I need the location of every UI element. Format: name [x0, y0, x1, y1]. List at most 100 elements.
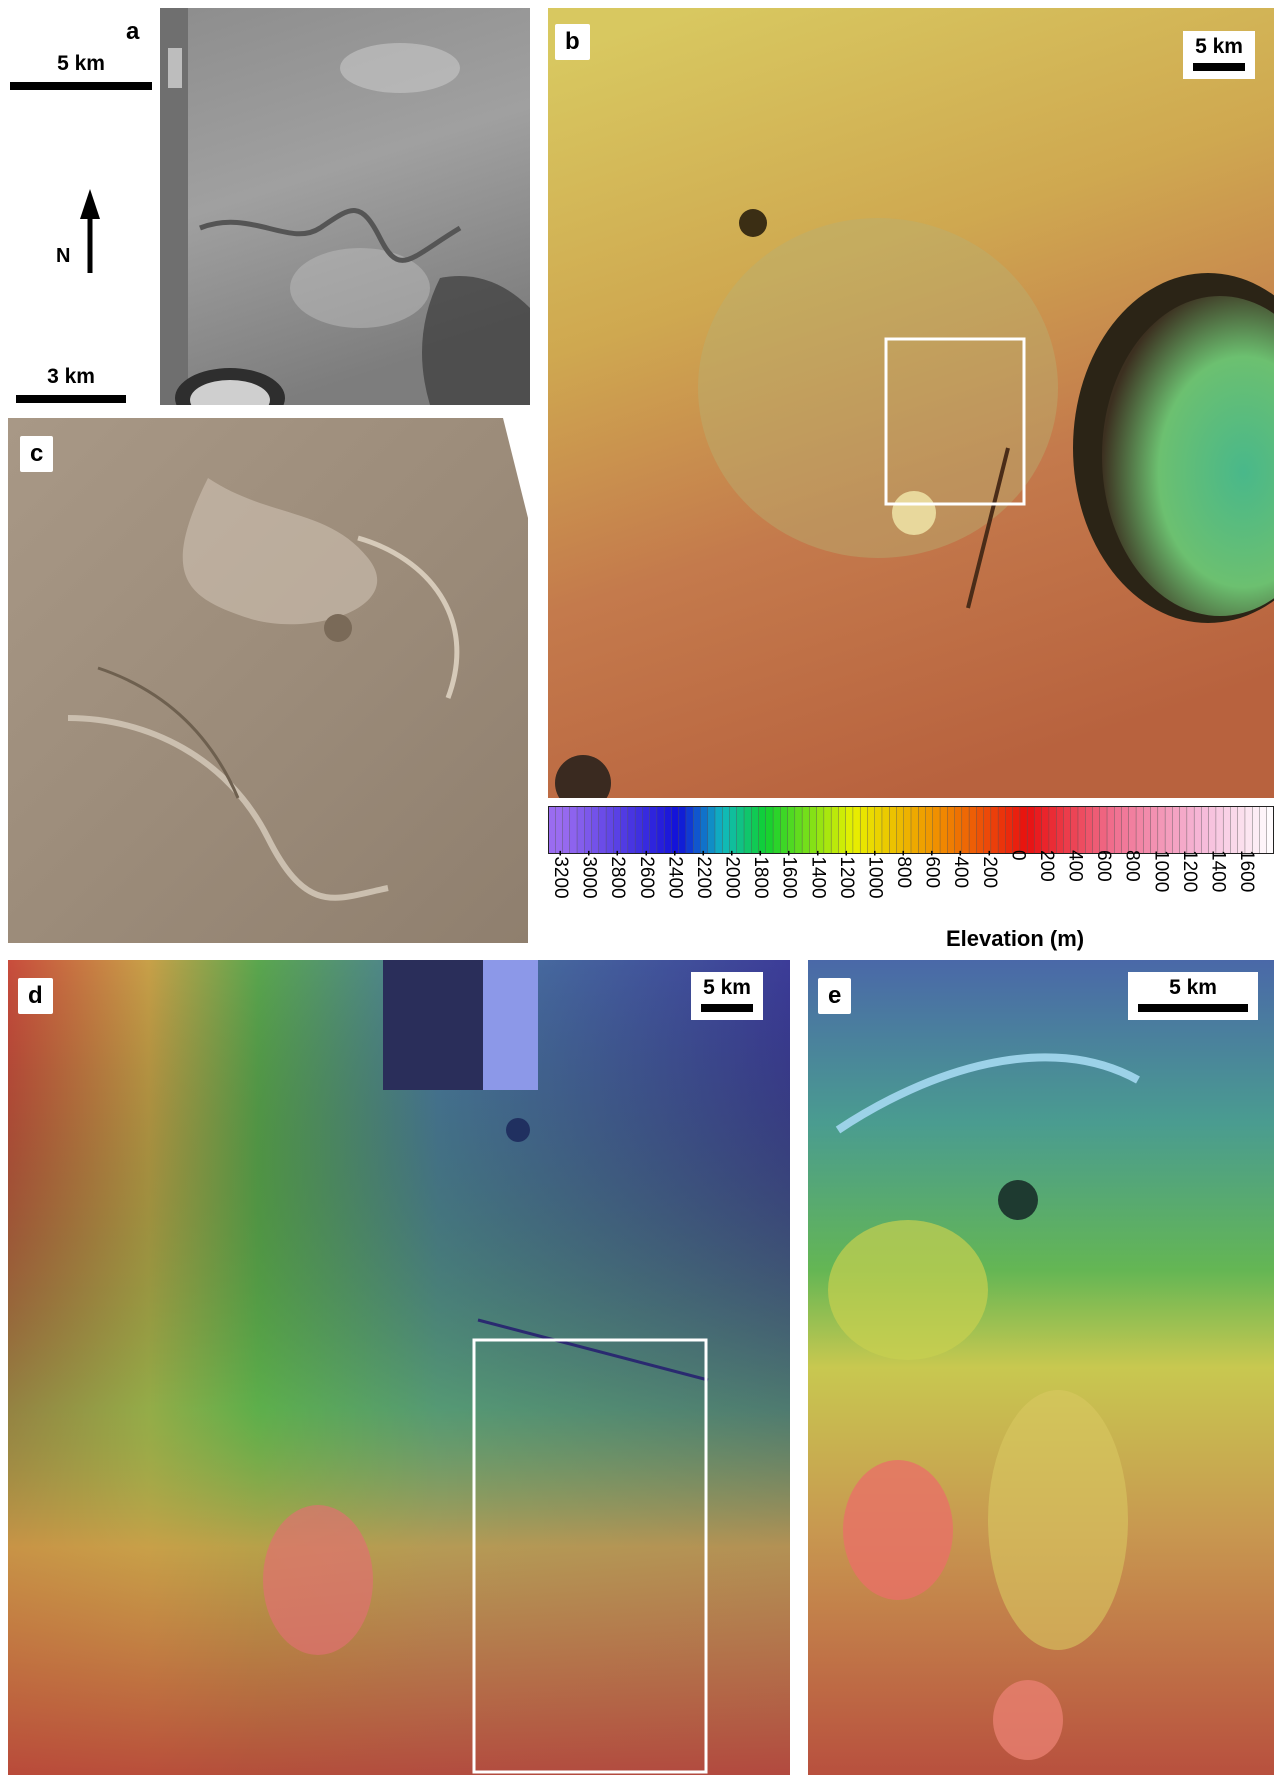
- panel-a-scale-5km: 5 km: [10, 52, 152, 90]
- colorbar-tick-label: 1600: [1236, 850, 1257, 893]
- north-arrow: N: [50, 185, 110, 275]
- colorbar-tick-label: -2600: [635, 850, 657, 899]
- colorbar-cell: [548, 806, 556, 854]
- panel-d-letter: d: [18, 978, 53, 1014]
- colorbar-cell: [1179, 806, 1188, 854]
- colorbar-cell: [925, 806, 934, 854]
- colorbar-cell: [1041, 806, 1050, 854]
- colorbar-cell: [801, 806, 810, 854]
- colorbar-tick-label: 0: [1007, 850, 1029, 861]
- colorbar-cell: [939, 806, 948, 854]
- colorbar-cell: [990, 806, 999, 854]
- colorbar-tick-label: 1400: [1207, 850, 1229, 893]
- colorbar-tick-label: -400: [950, 850, 972, 889]
- colorbar-cell: [692, 806, 701, 854]
- panel-d-scale: 5 km: [691, 972, 763, 1020]
- colorbar-cell: [947, 806, 956, 854]
- colorbar-cell: [1186, 806, 1195, 854]
- colorbar-cell: [976, 806, 985, 854]
- colorbar-cell: [961, 806, 970, 854]
- colorbar-cell: [816, 806, 825, 854]
- panel-c: c: [8, 418, 528, 943]
- scale-label: 5 km: [703, 976, 751, 999]
- colorbar-cell: [794, 806, 803, 854]
- colorbar-cell: [1201, 806, 1210, 854]
- colorbar-cell: [1259, 806, 1268, 854]
- colorbar-cell: [1106, 806, 1115, 854]
- panel-b-image: [548, 8, 1274, 798]
- colorbar-cell: [751, 806, 760, 854]
- colorbar-cell: [1266, 806, 1274, 854]
- colorbar-cell: [983, 806, 992, 854]
- colorbar-cell: [1056, 806, 1064, 854]
- colorbar-cell: [634, 806, 643, 854]
- scale-bar: [1138, 1004, 1248, 1012]
- colorbar-tick-label: 200: [1035, 850, 1057, 882]
- scale-bar: [701, 1004, 753, 1012]
- colorbar-cell: [809, 806, 818, 854]
- scale-bar: [16, 395, 126, 403]
- colorbar-cell: [1193, 806, 1202, 854]
- scale-label: 3 km: [47, 365, 95, 388]
- colorbar-cell: [1237, 806, 1246, 854]
- colorbar-cell: [722, 806, 731, 854]
- colorbar-cell: [758, 806, 767, 854]
- colorbar-cell: [656, 806, 665, 854]
- colorbar-cell: [1135, 806, 1144, 854]
- panel-a-scale-3km: 3 km: [16, 365, 126, 403]
- colorbar-cell: [772, 806, 781, 854]
- colorbar-cell: [1128, 806, 1137, 854]
- scale-label: 5 km: [1169, 976, 1217, 999]
- colorbar-cell: [736, 806, 745, 854]
- colorbar-tick-label: 1000: [1150, 850, 1172, 893]
- colorbar-cell: [918, 806, 927, 854]
- colorbar-cell: [1121, 806, 1130, 854]
- colorbar-cell: [932, 806, 941, 854]
- colorbar-cell: [954, 806, 963, 854]
- colorbar-ramp: [548, 806, 1274, 854]
- colorbar-cell: [780, 806, 789, 854]
- colorbar-tick-label: -1000: [864, 850, 886, 899]
- colorbar-cell: [859, 806, 868, 854]
- colorbar-cell: [714, 806, 723, 854]
- colorbar-cell: [1005, 806, 1014, 854]
- panel-a-image: [160, 8, 530, 405]
- colorbar-cell: [830, 806, 839, 854]
- panel-d-image: [8, 960, 790, 1775]
- colorbar-cell: [787, 806, 796, 854]
- panel-d: d 5 km: [8, 960, 790, 1775]
- colorbar-tick-label: -2000: [721, 850, 743, 899]
- colorbar-cell: [1063, 806, 1072, 854]
- panel-b-letter: b: [555, 24, 590, 60]
- north-label: N: [56, 245, 71, 267]
- colorbar-cell: [1172, 806, 1181, 854]
- colorbar-cell: [584, 806, 593, 854]
- colorbar-cell: [1244, 806, 1253, 854]
- colorbar-frame: [548, 806, 1274, 854]
- colorbar-cell: [605, 806, 614, 854]
- colorbar-cell: [1143, 806, 1152, 854]
- colorbar-cell: [1092, 806, 1101, 854]
- panel-c-image: [8, 418, 528, 943]
- colorbar-cell: [743, 806, 752, 854]
- colorbar-cell: [1157, 806, 1166, 854]
- colorbar-cell: [707, 806, 716, 854]
- colorbar-tick-label: -800: [893, 850, 914, 889]
- panel-b-scale: 5 km: [1183, 31, 1255, 79]
- colorbar-cell: [1019, 806, 1028, 854]
- colorbar-cell: [838, 806, 847, 854]
- colorbar-cell: [1222, 806, 1231, 854]
- colorbar-cell: [620, 806, 629, 854]
- colorbar-tick-label: -3200: [550, 850, 571, 899]
- colorbar-cell: [1034, 806, 1043, 854]
- colorbar-cell: [765, 806, 774, 854]
- colorbar-cell: [874, 806, 883, 854]
- colorbar-title: Elevation (m): [946, 926, 1085, 951]
- colorbar-cell: [555, 806, 564, 854]
- colorbar-cell: [1114, 806, 1123, 854]
- colorbar-cell: [671, 806, 680, 854]
- colorbar-cell: [569, 806, 578, 854]
- colorbar-cell: [627, 806, 636, 854]
- colorbar-cell: [1252, 806, 1260, 854]
- colorbar-cell: [845, 806, 854, 854]
